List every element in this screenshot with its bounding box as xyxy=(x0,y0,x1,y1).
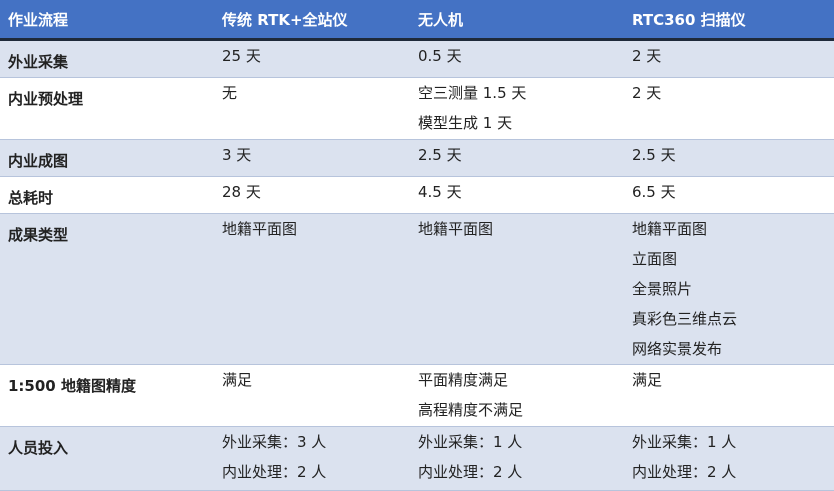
table-cell: 2 天 xyxy=(624,77,834,140)
cell-line: 2.5 天 xyxy=(632,146,676,164)
cell-line: 全景照片 xyxy=(632,280,693,298)
table-cell: 3 天 xyxy=(214,139,410,177)
table-cell: 6.5 天 xyxy=(624,176,834,214)
cell-line: 28 天 xyxy=(222,183,261,201)
table-cell: 满足 xyxy=(214,364,410,427)
cell-line: 25 天 xyxy=(222,47,261,65)
header-cell: 传统 RTK+全站仪 xyxy=(214,0,410,41)
table-row: 1:500 地籍图精度 满足 平面精度满足 高程精度不满足 满足 xyxy=(0,364,834,427)
table-cell: 地籍平面图 xyxy=(410,213,624,365)
cell-line: 3 天 xyxy=(222,146,252,164)
cell-line: 空三测量 1.5 天 xyxy=(418,84,527,102)
cell-line: 内业处理：2 人 xyxy=(222,463,327,481)
cell-line: 0.5 天 xyxy=(418,47,462,65)
table-cell: 满足 xyxy=(624,364,834,427)
table-cell: 2.5 天 xyxy=(624,139,834,177)
cell-line: 平面精度满足 xyxy=(418,371,509,389)
row-label: 内业成图 xyxy=(0,139,214,177)
table-row: 人员投入 外业采集：3 人内业处理：2 人外业采集：1 人内业处理：2 人外业采集… xyxy=(0,426,834,491)
cell-line: 2 天 xyxy=(632,47,662,65)
cell-line: 无 xyxy=(222,84,238,102)
cell-line: 4.5 天 xyxy=(418,183,462,201)
cell-line: 6.5 天 xyxy=(632,183,676,201)
table-cell: 0.5 天 xyxy=(410,39,624,78)
table-row: 内业成图 3 天 2.5 天 2.5 天 xyxy=(0,139,834,177)
table-row: 外业采集 25 天 0.5 天 2 天 xyxy=(0,39,834,78)
table-row: 成果类型 地籍平面图 地籍平面图 地籍平面图 立面图 全景照片 真彩色三维点云 网络实景发布 xyxy=(0,213,834,365)
table-cell: 外业采集：1 人内业处理：2 人 xyxy=(624,426,834,491)
cell-line: 外业采集：1 人 xyxy=(418,433,523,451)
cell-line: 地籍平面图 xyxy=(632,220,708,238)
row-label: 外业采集 xyxy=(0,39,214,78)
cell-line: 2 天 xyxy=(632,84,662,102)
cell-line: 满足 xyxy=(632,371,663,389)
header-cell: RTC360 扫描仪 xyxy=(624,0,834,41)
table-cell: 2.5 天 xyxy=(410,139,624,177)
row-label: 内业预处理 xyxy=(0,77,214,140)
table-cell: 平面精度满足 高程精度不满足 xyxy=(410,364,624,427)
cell-line: 网络实景发布 xyxy=(632,340,723,358)
table-cell: 4.5 天 xyxy=(410,176,624,214)
cell-line: 地籍平面图 xyxy=(222,220,298,238)
table-cell: 外业采集：1 人内业处理：2 人 xyxy=(410,426,624,491)
table-cell: 无 xyxy=(214,77,410,140)
row-label: 人员投入 xyxy=(0,426,214,491)
cell-line: 真彩色三维点云 xyxy=(632,310,738,328)
table-cell: 外业采集：3 人内业处理：2 人 xyxy=(214,426,410,491)
cell-line: 外业采集：1 人 xyxy=(632,433,737,451)
cell-line: 满足 xyxy=(222,371,253,389)
cell-line: 外业采集：3 人 xyxy=(222,433,327,451)
table-cell: 2 天 xyxy=(624,39,834,78)
cell-line: 立面图 xyxy=(632,250,678,268)
cell-line: 地籍平面图 xyxy=(418,220,494,238)
header-cell: 无人机 xyxy=(410,0,624,41)
header-row: 作业流程 传统 RTK+全站仪 无人机 RTC360 扫描仪 xyxy=(0,0,834,41)
row-label: 总耗时 xyxy=(0,176,214,214)
cell-line: 内业处理：2 人 xyxy=(632,463,737,481)
table-row: 内业预处理无 空三测量 1.5 天模型生成 1 天 2 天 xyxy=(0,77,834,140)
cell-line: 2.5 天 xyxy=(418,146,462,164)
table-row: 总耗时 28 天 4.5 天 6.5 天 xyxy=(0,176,834,214)
table-cell: 地籍平面图立面图全景照片真彩色三维点云 网络实景发布 xyxy=(624,213,834,365)
table-cell: 28 天 xyxy=(214,176,410,214)
row-label: 1:500 地籍图精度 xyxy=(0,364,214,427)
table-cell: 地籍平面图 xyxy=(214,213,410,365)
cell-line: 高程精度不满足 xyxy=(418,401,524,419)
header-cell: 作业流程 xyxy=(0,0,214,41)
row-label: 成果类型 xyxy=(0,213,214,365)
table-cell: 空三测量 1.5 天模型生成 1 天 xyxy=(410,77,624,140)
cell-line: 内业处理：2 人 xyxy=(418,463,523,481)
table-cell: 25 天 xyxy=(214,39,410,78)
cell-line: 模型生成 1 天 xyxy=(418,114,513,132)
